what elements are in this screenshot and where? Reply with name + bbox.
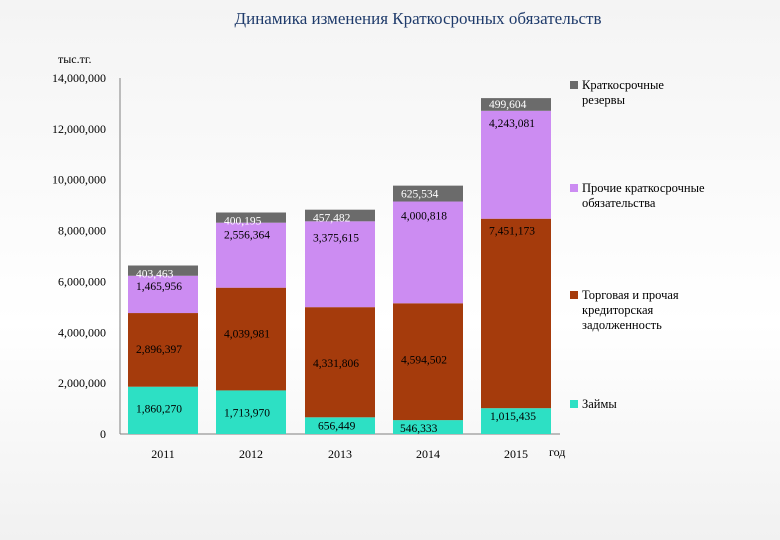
data-label: 656,449 [318,420,356,432]
data-label: 1,465,956 [136,281,182,293]
bar-segment [393,185,463,202]
y-tick-label: 10,000,000 [52,173,106,187]
bar-segment [216,222,286,288]
data-label: 403,463 [136,269,174,281]
bar-segment [128,386,198,434]
data-label: 3,375,615 [313,232,359,244]
bar-segment [128,313,198,387]
data-label: 4,594,502 [401,354,447,366]
data-label: 4,331,806 [313,358,359,370]
bar-segment [128,275,198,314]
bar-segment [305,209,375,222]
bar-segment [216,287,286,391]
data-label: 7,451,173 [489,226,535,238]
bar-segment [481,218,551,409]
data-label: 546,333 [400,423,438,435]
bar-segment [481,110,551,219]
data-label: 1,015,435 [490,411,536,423]
y-tick-label: 12,000,000 [52,122,106,136]
y-tick-label: 0 [100,427,106,441]
y-tick-label: 14,000,000 [52,71,106,85]
bar-segment [481,98,551,111]
bar-segment [393,201,463,304]
x-tick-label: 2011 [151,447,175,461]
data-label: 2,556,364 [224,230,270,242]
data-label: 625,534 [401,189,439,201]
legend-label: Торговая и прочая кредиторская задолженнос… [582,288,679,332]
data-label: 4,243,081 [489,118,535,130]
legend-label: Прочие краткосрочные обязательства [582,181,705,210]
data-label: 4,000,818 [401,211,447,223]
y-axis-unit-label: тыс.тг. [58,52,91,66]
bar-segment [216,212,286,223]
legend-label-line: обязательства [582,196,656,210]
data-label: 4,039,981 [224,329,270,341]
data-label: 400,195 [224,216,262,228]
legend-label-line: Займы [582,397,617,411]
data-labels: 1,860,270 1,713,970 656,449 546,333 1,015,43… [136,99,536,435]
bar-segment [216,390,286,434]
legend: Краткосрочные резервы Прочие краткосрочные… [570,78,705,411]
bar-segment [481,408,551,434]
legend-label-line: кредиторская [582,303,654,317]
bar-segment [393,303,463,421]
legend-label: Займы [582,397,617,411]
x-tick-label: 2015 [504,447,528,461]
data-label: 457,482 [313,213,351,225]
y-tick-label: 4,000,000 [58,325,106,339]
data-label: 1,713,970 [224,407,270,419]
data-label: 2,896,397 [136,344,182,356]
legend-label: Краткосрочные резервы [582,78,664,107]
data-label: 1,860,270 [136,404,182,416]
legend-label-line: задолженность [582,318,662,332]
legend-swatch [570,184,578,192]
legend-swatch [570,81,578,89]
chart-title: Динамика изменения Краткосрочных обязате… [235,9,602,28]
bar-segment [305,307,375,418]
legend-label-line: Торговая и прочая [582,288,679,302]
x-tick-label: 2012 [239,447,263,461]
bar-segment [128,265,198,276]
legend-label-line: Краткосрочные [582,78,664,92]
bar-segment [305,221,375,308]
x-tick-label: 2013 [328,447,352,461]
y-tick-label: 2,000,000 [58,376,106,390]
bar-segment [305,417,375,434]
legend-swatch [570,400,578,408]
bars [128,98,551,434]
x-axis-unit-label: год [549,445,565,459]
data-label: 499,604 [489,99,527,111]
legend-swatch [570,291,578,299]
y-tick-label: 6,000,000 [58,274,106,288]
bar-segment [393,420,463,434]
y-tick-label: 8,000,000 [58,224,106,238]
axes: 0 2,000,000 4,000,000 6,000,000 8,000,000 10,… [52,71,560,461]
x-tick-label: 2014 [416,447,440,461]
legend-label-line: резервы [582,93,626,107]
legend-label-line: Прочие краткосрочные [582,181,705,195]
